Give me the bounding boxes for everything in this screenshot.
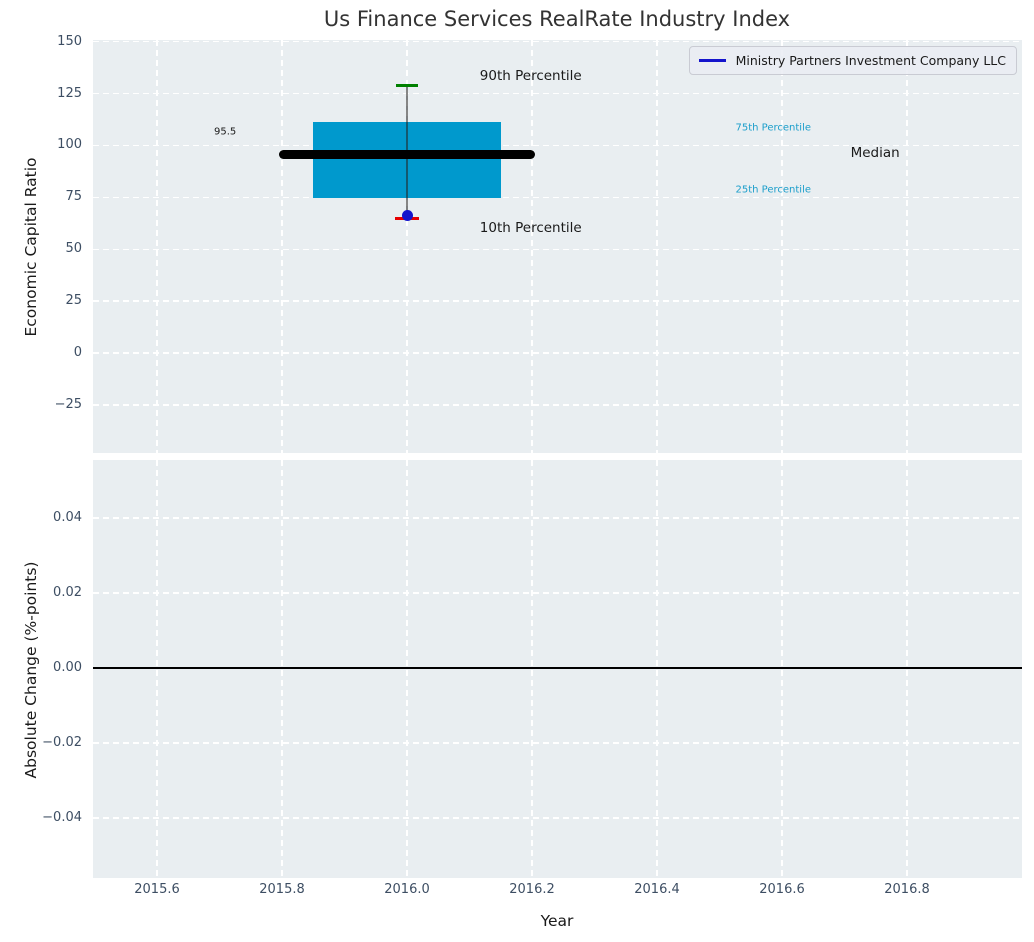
annotation-median: Median bbox=[850, 144, 900, 161]
annotation-10th-percentile: 10th Percentile bbox=[479, 219, 582, 236]
y-tick-label: 0 bbox=[73, 345, 82, 361]
gridline-vertical bbox=[906, 40, 908, 453]
x-tick-label: 2015.8 bbox=[259, 882, 305, 897]
x-tick-label: 2016.0 bbox=[384, 882, 430, 897]
gridline-horizontal bbox=[93, 517, 1022, 519]
legend: Ministry Partners Investment Company LLC bbox=[688, 46, 1017, 75]
annotation-90th-percentile: 90th Percentile bbox=[479, 67, 582, 84]
gridline-horizontal bbox=[93, 352, 1022, 354]
x-tick-label: 2016.8 bbox=[884, 882, 930, 897]
y-tick-label: 0.04 bbox=[53, 510, 82, 526]
gridline-horizontal bbox=[93, 300, 1022, 302]
axes-absolute-change bbox=[93, 460, 1022, 878]
gridline-vertical bbox=[281, 40, 283, 453]
x-tick-label: 2016.4 bbox=[634, 882, 680, 897]
y-tick-label: 125 bbox=[57, 85, 82, 101]
y-tick-label: 0.02 bbox=[53, 585, 82, 601]
legend-label: Ministry Partners Investment Company LLC bbox=[735, 53, 1006, 68]
zero-reference-line bbox=[93, 667, 1022, 669]
gridline-horizontal bbox=[93, 144, 1022, 147]
y-tick-label: 150 bbox=[57, 33, 82, 49]
gridline-vertical bbox=[906, 460, 908, 878]
chart-title: Us Finance Services RealRate Industry In… bbox=[323, 7, 791, 31]
median-value-label: 95.5 bbox=[213, 126, 237, 138]
x-tick-label: 2015.6 bbox=[134, 882, 180, 897]
gridline-vertical bbox=[406, 460, 408, 878]
gridline-horizontal bbox=[93, 196, 1022, 199]
annotation-75th-percentile: 75th Percentile bbox=[735, 122, 812, 134]
gridline-horizontal bbox=[93, 742, 1022, 744]
gridline-vertical bbox=[281, 460, 283, 878]
y-tick-label: 100 bbox=[57, 137, 82, 153]
gridline-vertical bbox=[531, 40, 533, 453]
y-tick-label: 75 bbox=[65, 189, 82, 205]
x-tick-label: 2016.2 bbox=[509, 882, 555, 897]
y-tick-label: −25 bbox=[54, 397, 82, 413]
annotation-25th-percentile: 25th Percentile bbox=[735, 184, 812, 196]
median-line bbox=[278, 150, 536, 160]
y-tick-label: −0.02 bbox=[42, 735, 82, 751]
y-tick-label: 0.00 bbox=[53, 660, 82, 676]
gridline-horizontal bbox=[93, 40, 1022, 43]
gridline-vertical bbox=[656, 40, 658, 453]
gridline-vertical bbox=[781, 460, 783, 878]
company-data-point bbox=[401, 209, 413, 221]
gridline-vertical bbox=[781, 40, 783, 453]
gridline-horizontal bbox=[93, 592, 1022, 594]
cap-90th-percentile bbox=[396, 83, 418, 87]
gridline-vertical bbox=[156, 40, 158, 453]
gridline-vertical bbox=[656, 460, 658, 878]
gridline-vertical bbox=[406, 40, 408, 453]
y-tick-label: 25 bbox=[65, 293, 82, 309]
gridline-horizontal bbox=[93, 92, 1022, 95]
x-axis-label: Year bbox=[540, 912, 574, 930]
y-tick-label: 50 bbox=[65, 241, 82, 257]
gridline-horizontal bbox=[93, 404, 1022, 406]
axes-economic-capital-ratio: Ministry Partners Investment Company LLC… bbox=[93, 40, 1022, 453]
gridline-horizontal bbox=[93, 248, 1022, 251]
gridline-vertical bbox=[531, 460, 533, 878]
gridline-horizontal bbox=[93, 817, 1022, 819]
y-tick-label: −0.04 bbox=[42, 810, 82, 826]
legend-line-sample bbox=[698, 59, 726, 62]
gridline-vertical bbox=[156, 460, 158, 878]
x-tick-label: 2016.6 bbox=[759, 882, 805, 897]
